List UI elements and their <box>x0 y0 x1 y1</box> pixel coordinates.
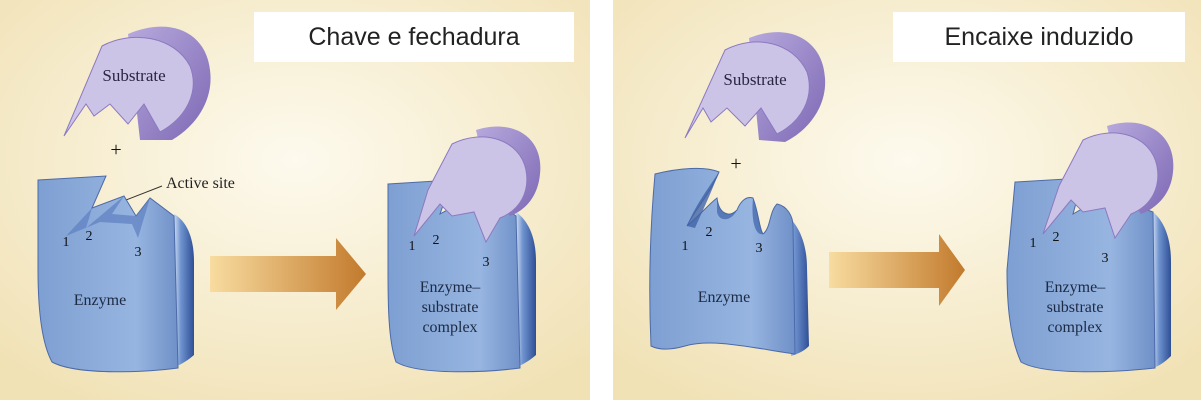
induced-fit-panel: Substrate + 1 2 3 Enzyme <box>613 0 1201 400</box>
complex-label-line-3: complex <box>422 319 477 336</box>
complex-label-line-2: substrate <box>422 299 479 316</box>
enzyme-label: Enzyme <box>74 292 126 309</box>
enzyme-shape <box>649 167 809 356</box>
complex-label-line-3: complex <box>1047 319 1102 336</box>
site-number-3: 3 <box>135 245 142 260</box>
complex-site-number-1: 1 <box>409 239 416 254</box>
substrate-shape <box>63 26 211 140</box>
enzyme-label: Enzyme <box>698 289 750 306</box>
site-number-2: 2 <box>706 225 713 240</box>
complex-site-number-2: 2 <box>433 233 440 248</box>
substrate-label: Substrate <box>723 70 786 89</box>
complex-label-line-2: substrate <box>1047 299 1104 316</box>
lock-and-key-panel: Substrate + Active site 1 2 3 Enzyme <box>0 0 590 400</box>
substrate-label: Substrate <box>102 66 165 85</box>
complex-site-number-3: 3 <box>1102 251 1109 266</box>
active-site-pointer <box>125 185 163 201</box>
plus-sign: + <box>730 153 741 175</box>
site-number-1: 1 <box>63 235 70 250</box>
panel-title: Chave e fechadura <box>254 12 574 62</box>
site-number-1: 1 <box>682 239 689 254</box>
plus-sign: + <box>110 139 121 161</box>
complex-site-number-3: 3 <box>483 255 490 270</box>
panel-title: Encaixe induzido <box>893 12 1185 62</box>
site-number-2: 2 <box>86 229 93 244</box>
complex-substrate-shape <box>1042 122 1174 240</box>
complex-substrate-shape <box>413 126 541 244</box>
reaction-arrow <box>210 238 366 310</box>
complex-site-number-2: 2 <box>1053 230 1060 245</box>
complex-label-line-1: Enzyme– <box>420 279 481 296</box>
enzyme-shape <box>37 175 194 373</box>
active-site-label: Active site <box>166 175 235 192</box>
substrate-shape <box>684 32 826 142</box>
reaction-arrow <box>829 234 965 306</box>
site-number-3: 3 <box>756 241 763 256</box>
complex-label-line-1: Enzyme– <box>1045 279 1106 296</box>
lock-and-key-figure: Substrate + Active site 1 2 3 Enzyme <box>0 0 590 400</box>
induced-fit-figure: Substrate + 1 2 3 Enzyme <box>613 0 1201 400</box>
complex-site-number-1: 1 <box>1030 236 1037 251</box>
